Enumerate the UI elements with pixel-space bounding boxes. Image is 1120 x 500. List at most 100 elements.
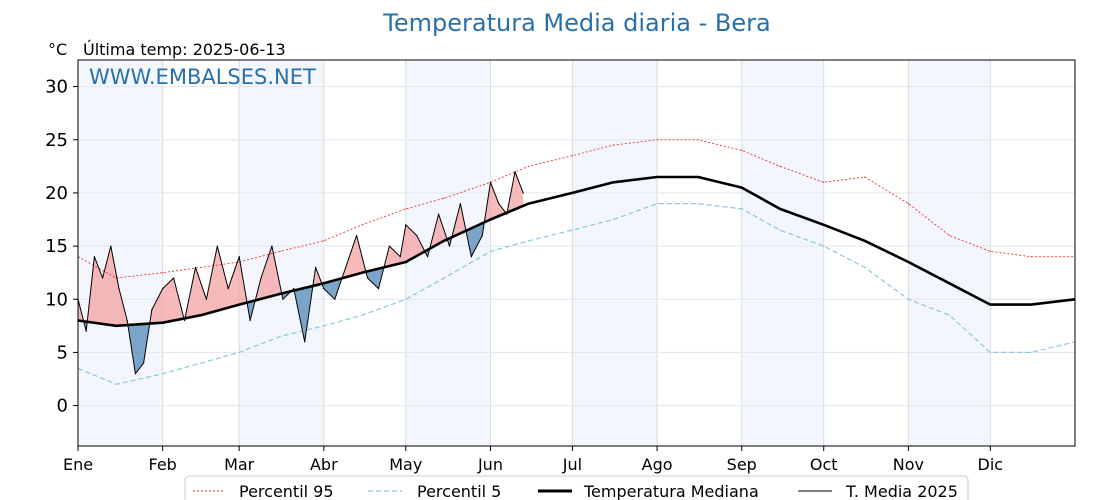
series-2-point-15 [697, 176, 699, 178]
series-1-point-20 [907, 298, 910, 300]
series-3-point-35 [427, 256, 429, 258]
series-3-point-18 [249, 319, 251, 322]
series-3-point-30 [377, 288, 380, 290]
series-3-point-19 [260, 277, 262, 279]
anomaly-fill-3 [128, 318, 151, 374]
series-3-point-10 [162, 288, 164, 290]
series-2-point-22 [989, 304, 991, 306]
series-0-point-11 [528, 165, 530, 167]
series-2-point-3 [200, 314, 202, 316]
series-1-point-8 [405, 298, 407, 300]
anomaly-fill-22 [485, 182, 507, 222]
series-1-point-23 [1030, 351, 1032, 353]
series-3-point-22 [293, 288, 295, 290]
series-1-point-11 [528, 240, 530, 242]
series-1-point-12 [571, 229, 574, 231]
x-axis-ticks: Ene Feb Mar Abr May Jun Jul Ago Sep Oct Nov Dic [63, 446, 1003, 474]
legend: Percentil 95 Percentil 5 Temperatura Med… [184, 475, 969, 500]
month-bands [78, 60, 991, 446]
series-3-point-8 [143, 362, 145, 364]
series-3-point-6 [126, 319, 128, 322]
y-tick-label-15: 15 [45, 236, 68, 257]
anomaly-fill-4 [150, 278, 185, 324]
series-0-point-15 [697, 139, 699, 141]
x-tick-label-mar: Mar [224, 455, 255, 474]
series-3-point-3 [102, 277, 104, 279]
chart-title: Temperatura Media diaria - Bera [382, 9, 770, 37]
series-3-point-45 [522, 192, 524, 194]
series-3-point-36 [438, 213, 440, 215]
anomaly-fill-24 [508, 171, 524, 213]
series-3-point-1 [85, 330, 87, 332]
series-0-point-16 [741, 149, 743, 151]
anomaly-fill-13 [322, 275, 343, 300]
grid-lines [77, 60, 1075, 446]
month-band-sep [741, 60, 824, 446]
y-tick-label-25: 25 [45, 130, 68, 151]
series-1-point-18 [823, 245, 825, 247]
series-3-point-37 [448, 245, 451, 247]
series-3-point-38 [459, 203, 461, 205]
series-1-point-3 [200, 362, 202, 364]
series-2-point-18 [823, 224, 825, 226]
series-3-point-12 [183, 319, 186, 322]
series-0-point-8 [405, 208, 407, 210]
series-1-point-4 [238, 351, 240, 353]
month-band-ene [78, 60, 163, 446]
series-0-point-20 [907, 203, 910, 205]
series-2-point-17 [779, 208, 781, 210]
month-band-jul [572, 60, 658, 446]
series-0-point-7 [361, 224, 363, 226]
legend-2025-label: T. Media 2025 [845, 482, 958, 500]
series-2-point-1 [115, 325, 117, 327]
y-tick-label-0: 0 [57, 396, 68, 417]
legend-p5-label: Percentil 5 [417, 482, 501, 500]
x-tick-label-sep: Sep [727, 455, 757, 474]
plot-frame [77, 59, 1076, 447]
series-1-point-9 [443, 277, 445, 279]
series-3-point-34 [416, 234, 418, 237]
series-0-point-18 [823, 181, 825, 183]
series-0-point-14 [656, 139, 658, 141]
series-1-point-19 [864, 266, 866, 268]
series-1-point-14 [656, 203, 658, 205]
series-3-point-5 [118, 288, 120, 290]
series-2-point-13 [612, 181, 615, 183]
series-3-point-39 [470, 256, 472, 258]
y-tick-label-5: 5 [57, 342, 68, 363]
x-tick-label-ago: Ago [642, 455, 673, 474]
series-3-point-23 [304, 341, 306, 343]
month-band-mar [239, 60, 324, 446]
series-2-point-16 [741, 187, 743, 189]
series-0-point-3 [200, 266, 202, 268]
y-tick-label-10: 10 [45, 289, 68, 310]
series-3-point-41 [489, 181, 492, 183]
last-temp-label: Última temp: 2025-06-13 [83, 40, 286, 59]
series-2-point-23 [1030, 304, 1032, 306]
x-tick-label-oct: Oct [810, 455, 838, 474]
series-3-point-29 [366, 277, 369, 279]
series-2-point-12 [571, 192, 574, 194]
x-tick-label-feb: Feb [149, 455, 177, 474]
series-3-point-9 [151, 309, 153, 311]
y-tick-label-30: 30 [45, 77, 68, 98]
series-3-point-11 [173, 277, 175, 279]
series-3-point-4 [110, 245, 112, 247]
series-3-point-15 [216, 245, 218, 247]
y-tick-label-20: 20 [45, 183, 68, 204]
series-1-point-6 [323, 325, 325, 327]
series-1-point-7 [361, 314, 363, 316]
legend-p95-label: Percentil 95 [239, 482, 334, 500]
series-2-point-4 [238, 304, 240, 306]
series-3-point-21 [282, 298, 284, 300]
series-2-point-5 [279, 293, 281, 295]
anomaly-fill-15 [366, 262, 386, 289]
series-2-point-7 [361, 272, 363, 274]
series-0-point-4 [238, 261, 240, 263]
series-0-point-6 [323, 240, 325, 242]
series-3-point-25 [323, 288, 325, 290]
x-tick-label-ene: Ene [63, 455, 93, 474]
series-1-point-15 [697, 203, 699, 205]
series-1-point-2 [162, 373, 164, 375]
